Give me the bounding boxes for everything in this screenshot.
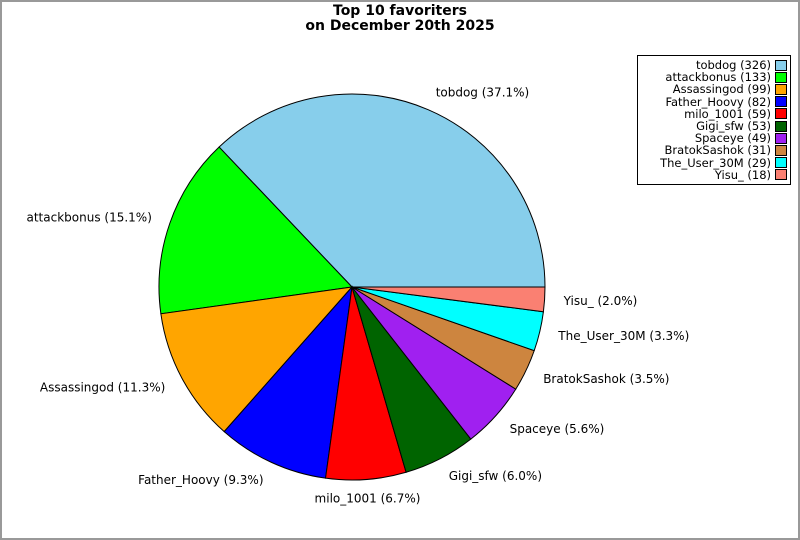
legend-entry-label: BratokSashok (31) <box>664 143 771 158</box>
pie-slice-tobdog <box>218 93 546 288</box>
legend-row-Assassingod: Assassingod (99) <box>641 83 787 95</box>
legend-color-swatch <box>775 120 787 132</box>
legend-color-swatch <box>775 83 787 95</box>
legend-color-swatch <box>775 59 787 71</box>
slice-label-tobdog: tobdog (37.1%) <box>436 85 530 99</box>
pie-slice-Assassingod <box>160 286 354 433</box>
legend-entry-label: attackbonus (133) <box>665 70 771 85</box>
legend-row-milo_1001: milo_1001 (59) <box>641 108 787 120</box>
legend-row-Yisu_: Yisu_ (18) <box>641 169 787 181</box>
legend-color-swatch <box>775 71 787 83</box>
legend-row-Father_Hoovy: Father_Hoovy (82) <box>641 96 787 108</box>
slice-label-attackbonus: attackbonus (15.1%) <box>27 210 152 224</box>
chart-title-line1: Top 10 favoriters <box>333 3 467 19</box>
legend-entry-label: milo_1001 (59) <box>684 106 771 121</box>
legend-entry-label: Gigi_sfw (53) <box>696 119 771 134</box>
slice-label-Spaceye: Spaceye (5.6%) <box>510 422 605 436</box>
legend-entry-label: tobdog (326) <box>695 58 771 73</box>
legend-entry-label: Father_Hoovy (82) <box>665 94 771 109</box>
legend-row-BratokSashok: BratokSashok (31) <box>641 144 787 156</box>
legend-color-swatch <box>775 157 787 169</box>
pie-slice-Yisu_ <box>351 286 546 313</box>
legend-color-swatch <box>775 96 787 108</box>
legend-entry-label: Yisu_ (18) <box>714 167 771 182</box>
chart-title: Top 10 favoriters on December 20th 2025 <box>2 4 798 33</box>
slice-label-Yisu_: Yisu_ (2.0%) <box>563 294 638 308</box>
slice-label-Assassingod: Assassingod (11.3%) <box>40 381 165 395</box>
legend-row-Gigi_sfw: Gigi_sfw (53) <box>641 120 787 132</box>
slice-label-The_User_30M: The_User_30M (3.3%) <box>557 329 689 343</box>
pie-slice-Father_Hoovy <box>223 285 353 479</box>
slice-label-Gigi_sfw: Gigi_sfw (6.0%) <box>449 469 542 483</box>
legend-row-tobdog: tobdog (326) <box>641 59 787 71</box>
slice-label-Father_Hoovy: Father_Hoovy (9.3%) <box>138 473 263 487</box>
legend-row-attackbonus: attackbonus (133) <box>641 71 787 83</box>
legend-color-swatch <box>775 169 787 181</box>
legend-row-The_User_30M: The_User_30M (29) <box>641 157 787 169</box>
legend: tobdog (326) attackbonus (133) Assassingod… <box>637 55 791 185</box>
legend-color-swatch <box>775 108 787 120</box>
legend-entry-label: The_User_30M (29) <box>660 155 771 170</box>
legend-entry-label: Assassingod (99) <box>672 82 771 97</box>
legend-entry-label: Spaceye (49) <box>694 131 771 146</box>
legend-row-Spaceye: Spaceye (49) <box>641 132 787 144</box>
slice-label-BratokSashok: BratokSashok (3.5%) <box>543 372 669 386</box>
slice-label-milo_1001: milo_1001 (6.7%) <box>315 492 421 506</box>
legend-color-swatch <box>775 144 787 156</box>
chart-title-line2: on December 20th 2025 <box>305 17 495 34</box>
legend-color-swatch <box>775 132 787 144</box>
pie-slice-attackbonus <box>158 146 354 315</box>
